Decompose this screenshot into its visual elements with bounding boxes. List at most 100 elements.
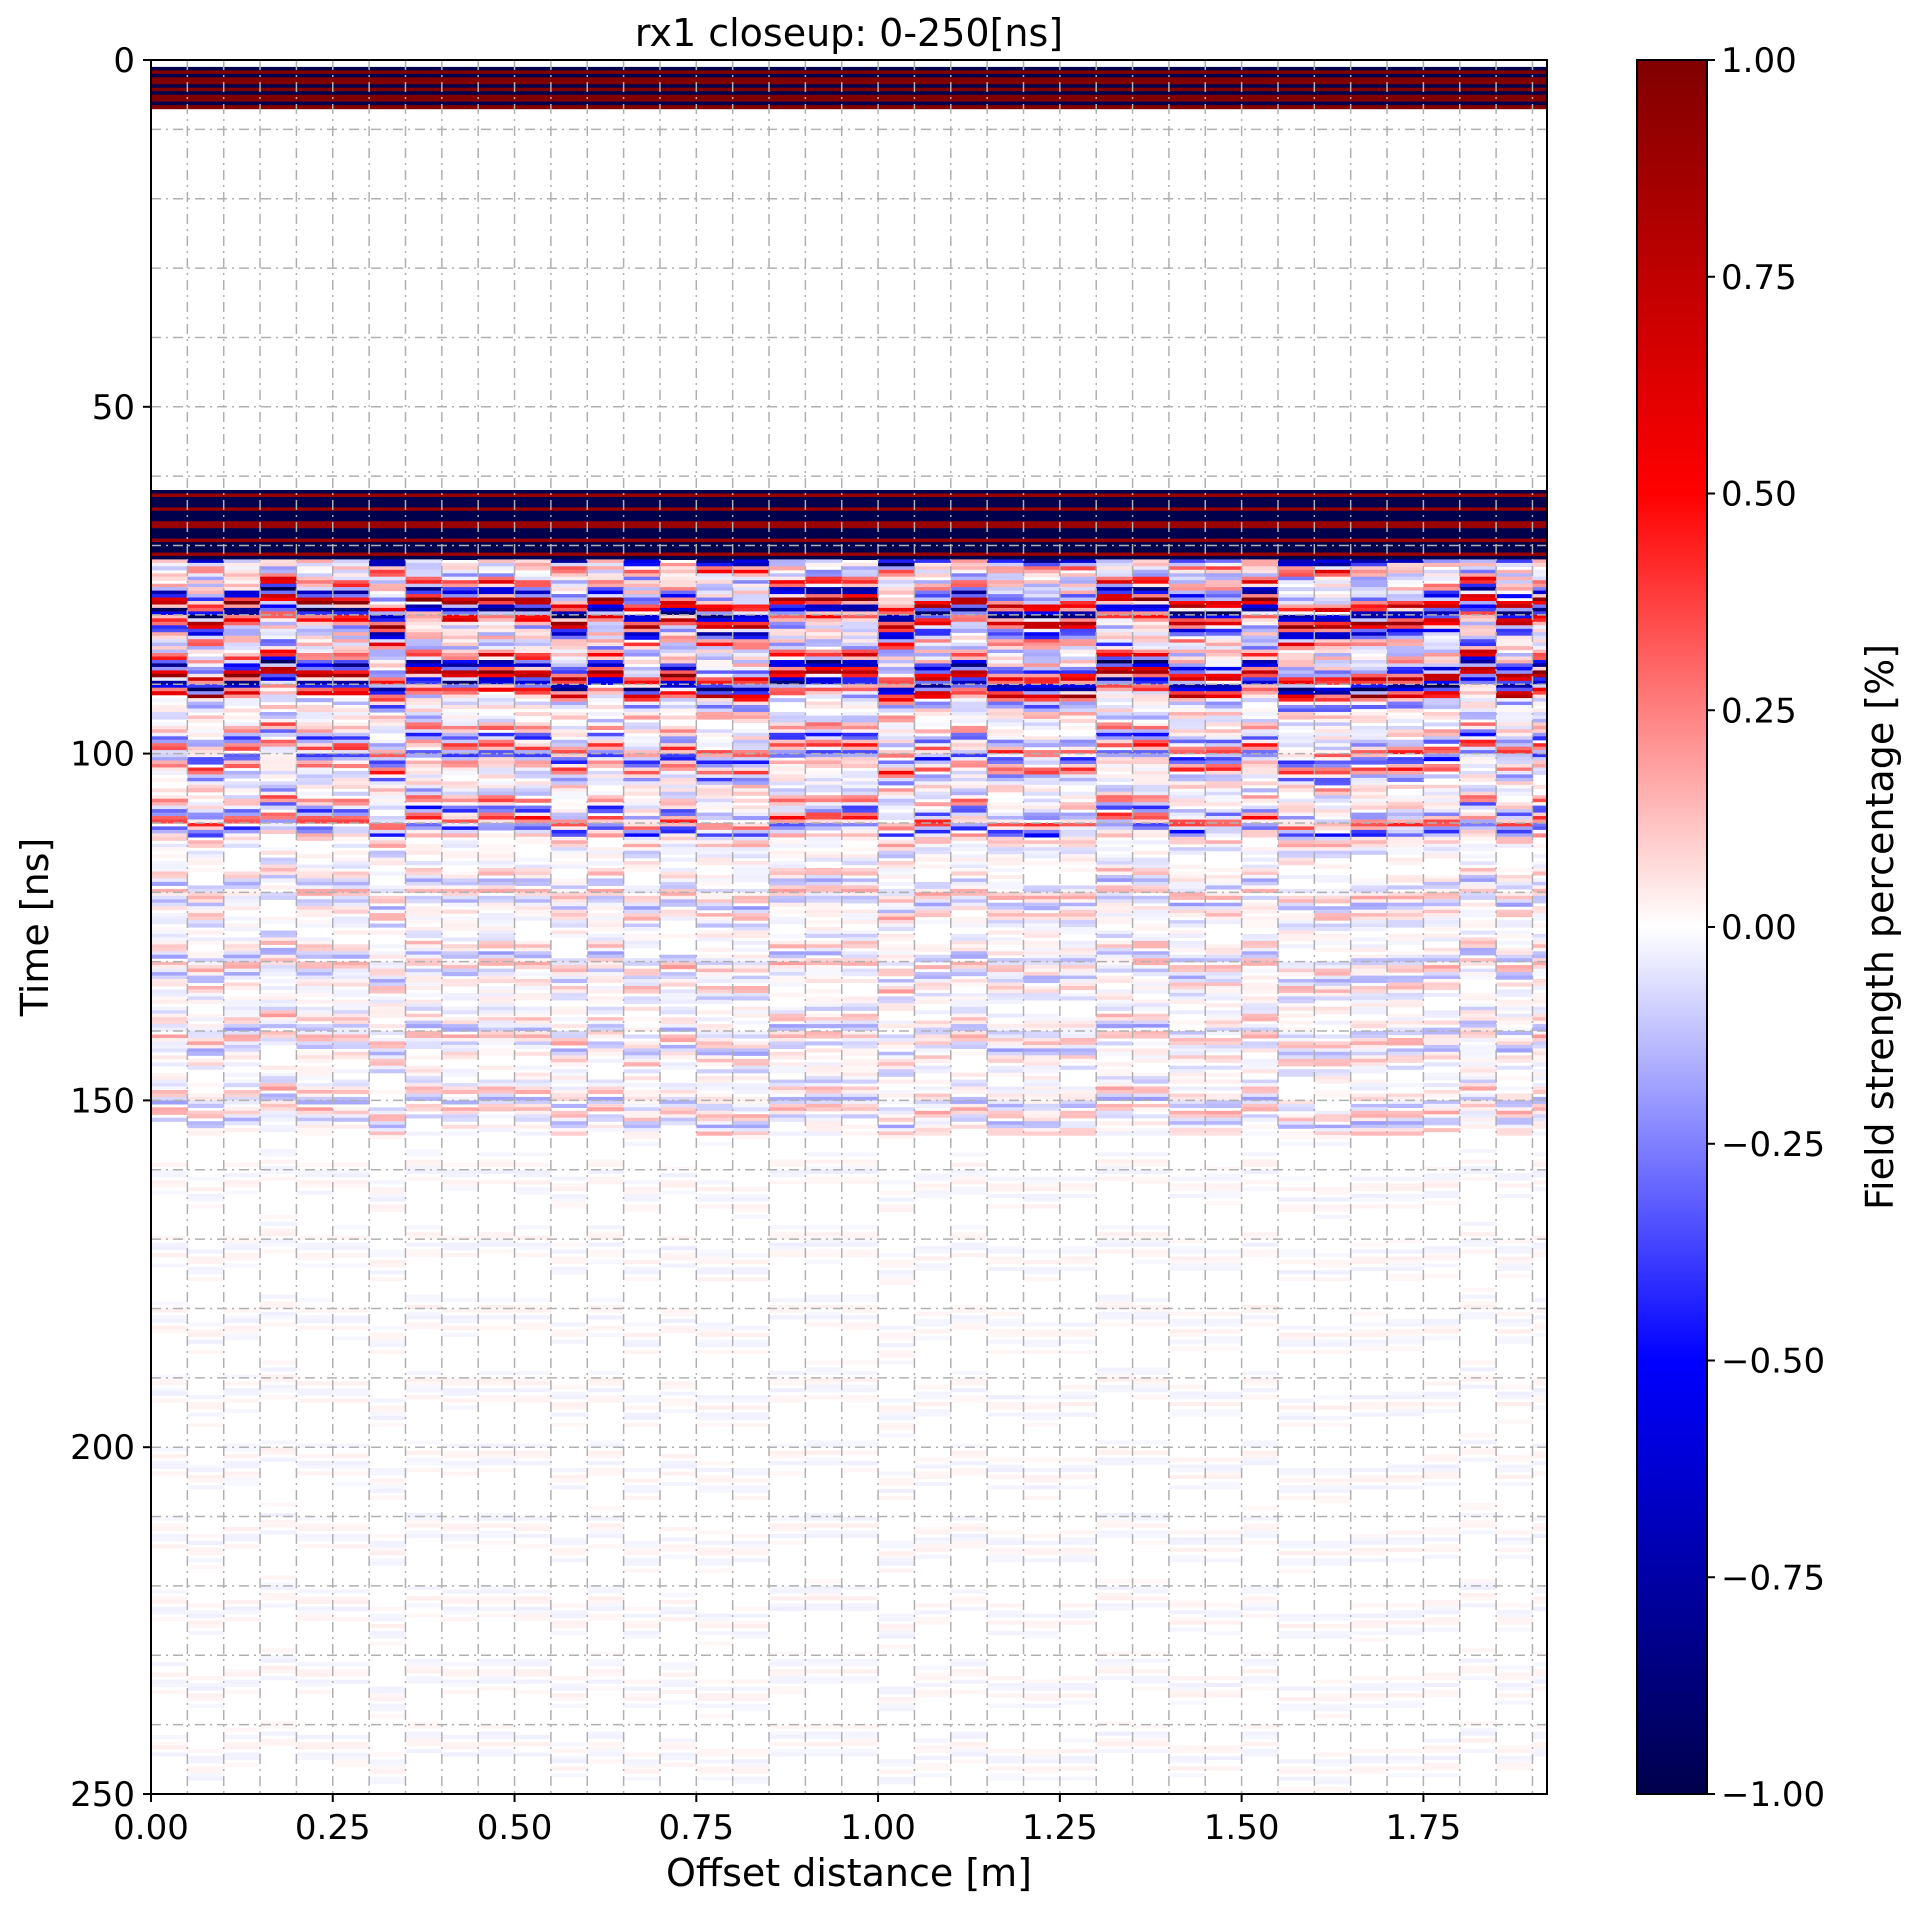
heatmap-cell [1387, 587, 1424, 592]
heatmap-cell [369, 524, 407, 529]
heatmap-cell [1168, 892, 1206, 897]
heatmap-cell [732, 87, 770, 92]
heatmap-cell [769, 670, 806, 675]
heatmap-cell [296, 875, 334, 880]
heatmap-cell [1168, 94, 1206, 99]
heatmap-cell [332, 677, 370, 682]
heatmap-cell [296, 514, 334, 519]
heatmap-cell [950, 923, 988, 928]
heatmap-cell [405, 105, 443, 110]
heatmap-cell [514, 621, 552, 626]
heatmap-cell [1314, 701, 1352, 706]
heatmap-cell [1423, 625, 1461, 630]
heatmap-cell [878, 933, 916, 938]
heatmap-cell [769, 618, 806, 623]
heatmap-cell [1096, 84, 1134, 89]
heatmap-cell [332, 864, 370, 869]
heatmap-cell [1387, 566, 1424, 571]
heatmap-cell [1423, 542, 1461, 547]
heatmap-cell [1241, 795, 1279, 800]
heatmap-cell [405, 663, 443, 668]
heatmap-cell [441, 649, 479, 654]
heatmap-cell [1023, 784, 1061, 789]
heatmap-cell [296, 493, 334, 498]
heatmap-cell [550, 503, 588, 508]
heatmap-cell [805, 538, 843, 543]
heatmap-cell [660, 614, 697, 619]
heatmap-cell [332, 545, 370, 550]
heatmap-cell [660, 542, 697, 547]
heatmap-cell [514, 895, 552, 900]
heatmap-cell [1496, 549, 1534, 554]
heatmap-cell [841, 916, 879, 921]
heatmap-cell [914, 632, 952, 637]
heatmap-cell [1096, 566, 1134, 571]
heatmap-cell [1423, 642, 1461, 647]
heatmap-cell [223, 888, 261, 893]
heatmap-cell [1241, 538, 1279, 543]
heatmap-cell [260, 663, 298, 668]
heatmap-cell [296, 774, 334, 779]
heatmap-cell [732, 666, 770, 671]
heatmap-cell [914, 621, 952, 626]
heatmap-cell [914, 840, 952, 845]
heatmap-cell [405, 906, 443, 911]
heatmap-cell [1241, 746, 1279, 751]
heatmap-cell [696, 545, 734, 550]
heatmap-cell [805, 632, 843, 637]
heatmap-cell [1168, 888, 1206, 893]
heatmap-cell [587, 611, 625, 616]
heatmap-cell [1059, 77, 1097, 82]
heatmap-cell [950, 750, 988, 755]
heatmap-cell [1532, 677, 1547, 682]
heatmap-cell [223, 604, 261, 609]
heatmap-cell [1314, 98, 1352, 103]
heatmap-cell [260, 753, 298, 758]
heatmap-cell [878, 632, 916, 637]
heatmap-cell [151, 687, 188, 692]
heatmap-cell [950, 583, 988, 588]
heatmap-cell [187, 885, 225, 890]
heatmap-cell [405, 514, 443, 519]
heatmap-cell [478, 760, 516, 765]
heatmap-cell [1423, 562, 1461, 567]
heatmap-cell [1023, 500, 1061, 505]
heatmap-cell [260, 524, 298, 529]
heatmap-cell [1205, 809, 1243, 814]
heatmap-cell [1278, 666, 1315, 671]
heatmap-cell [878, 562, 916, 567]
heatmap-cell [332, 802, 370, 807]
heatmap-cell [1132, 73, 1170, 78]
heatmap-cell [950, 698, 988, 703]
heatmap-cell [260, 875, 298, 880]
heatmap-cell [1241, 760, 1279, 765]
heatmap-cell [332, 878, 370, 883]
heatmap-cell [1059, 826, 1097, 831]
heatmap-cell [660, 743, 697, 748]
heatmap-cell [841, 712, 879, 717]
heatmap-cell [1023, 791, 1061, 796]
heatmap-cell [369, 930, 407, 935]
heatmap-cell [696, 691, 734, 696]
heatmap-cell [987, 940, 1025, 945]
heatmap-cell [369, 781, 407, 786]
heatmap-cell [732, 656, 770, 661]
heatmap-cell [369, 673, 407, 678]
heatmap-cell [696, 604, 734, 609]
heatmap-cell [950, 809, 988, 814]
heatmap-cell [732, 670, 770, 675]
heatmap-cell [151, 607, 188, 612]
heatmap-cell [732, 760, 770, 765]
heatmap-cell [514, 635, 552, 640]
heatmap-cell [332, 649, 370, 654]
heatmap-cell [1059, 542, 1097, 547]
heatmap-cell [1023, 899, 1061, 904]
heatmap-cell [1205, 611, 1243, 616]
heatmap-cell [805, 746, 843, 751]
heatmap-cell [260, 545, 298, 550]
heatmap-cell [1314, 80, 1352, 85]
heatmap-cell [550, 587, 588, 592]
heatmap-cell [1168, 105, 1206, 110]
heatmap-cell [223, 594, 261, 599]
heatmap-cell [1423, 836, 1461, 841]
